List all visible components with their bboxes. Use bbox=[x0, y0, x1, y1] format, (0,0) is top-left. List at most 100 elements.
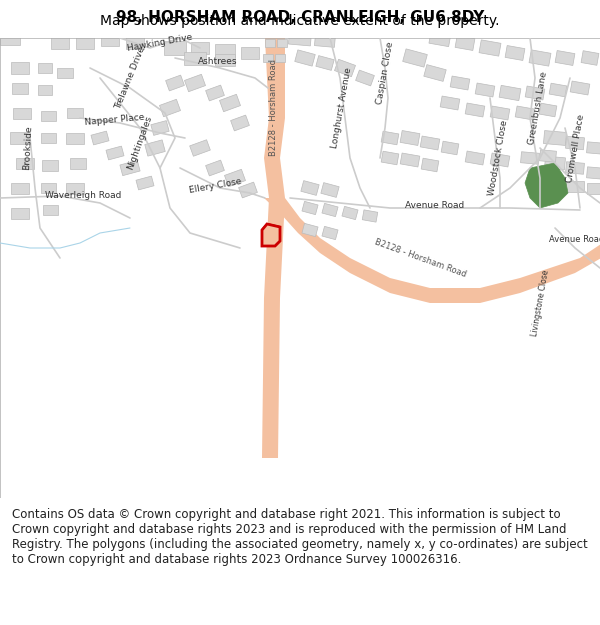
Bar bbox=[16, 158, 34, 169]
Text: Brookside: Brookside bbox=[22, 126, 34, 171]
Bar bbox=[544, 131, 566, 146]
Bar bbox=[356, 70, 374, 86]
Bar bbox=[38, 85, 52, 95]
Bar bbox=[381, 131, 399, 145]
Bar bbox=[515, 106, 535, 120]
Bar bbox=[12, 82, 28, 94]
Bar bbox=[164, 41, 186, 55]
Bar bbox=[215, 44, 235, 56]
Bar bbox=[145, 140, 165, 156]
Bar bbox=[191, 42, 209, 54]
Text: Trelawne Drive: Trelawne Drive bbox=[113, 45, 147, 111]
Bar bbox=[490, 106, 510, 120]
Bar bbox=[479, 40, 501, 56]
Text: Map shows position and indicative extent of the property.: Map shows position and indicative extent… bbox=[100, 14, 500, 29]
Bar bbox=[322, 203, 338, 217]
Text: Ashtrees: Ashtrees bbox=[198, 56, 238, 66]
Bar bbox=[362, 210, 378, 222]
Bar bbox=[10, 132, 30, 144]
Bar bbox=[11, 62, 29, 74]
Bar bbox=[190, 140, 211, 156]
Bar bbox=[539, 150, 556, 162]
Bar bbox=[545, 177, 565, 189]
Bar bbox=[521, 152, 539, 164]
Bar bbox=[106, 146, 124, 160]
Text: Avenue Road: Avenue Road bbox=[406, 201, 464, 209]
Bar bbox=[381, 151, 399, 165]
Bar bbox=[342, 206, 358, 219]
Bar bbox=[570, 81, 590, 95]
Bar bbox=[525, 86, 545, 100]
Bar bbox=[277, 39, 287, 47]
Bar bbox=[587, 182, 600, 194]
Bar bbox=[230, 115, 250, 131]
Text: Hawking Drive: Hawking Drive bbox=[127, 33, 193, 53]
Bar bbox=[224, 169, 245, 187]
Bar bbox=[321, 182, 339, 198]
Bar bbox=[136, 176, 154, 190]
Text: B2128 - Horsham Road: B2128 - Horsham Road bbox=[373, 237, 467, 279]
Polygon shape bbox=[262, 224, 280, 246]
Bar bbox=[43, 205, 58, 215]
Bar bbox=[566, 162, 584, 174]
Bar bbox=[295, 50, 315, 66]
Bar bbox=[0, 38, 600, 498]
Bar bbox=[424, 64, 446, 81]
Polygon shape bbox=[264, 198, 600, 303]
Text: Cromwell Place: Cromwell Place bbox=[566, 113, 586, 183]
Text: Greenbush Lane: Greenbush Lane bbox=[527, 71, 549, 145]
Bar bbox=[475, 83, 495, 97]
Bar bbox=[70, 158, 86, 169]
Bar bbox=[41, 183, 56, 193]
Bar bbox=[490, 153, 510, 167]
Bar bbox=[38, 63, 52, 73]
Text: 98, HORSHAM ROAD, CRANLEIGH, GU6 8DY: 98, HORSHAM ROAD, CRANLEIGH, GU6 8DY bbox=[116, 9, 484, 24]
Bar bbox=[67, 108, 83, 118]
Bar bbox=[220, 94, 241, 112]
Bar bbox=[151, 121, 169, 136]
Text: Livingstone Close: Livingstone Close bbox=[530, 269, 550, 337]
Bar bbox=[322, 226, 338, 239]
Bar bbox=[302, 201, 318, 214]
Bar bbox=[184, 74, 206, 92]
Bar bbox=[57, 68, 73, 78]
Bar bbox=[420, 136, 440, 150]
Text: Napper Place: Napper Place bbox=[85, 113, 145, 127]
Bar bbox=[66, 182, 84, 194]
Bar bbox=[120, 161, 140, 176]
Bar bbox=[275, 54, 285, 62]
Text: Caspian Close: Caspian Close bbox=[375, 41, 395, 105]
Bar bbox=[265, 39, 275, 47]
Bar bbox=[587, 142, 600, 154]
Text: Contains OS data © Crown copyright and database right 2021. This information is : Contains OS data © Crown copyright and d… bbox=[12, 508, 588, 566]
Bar bbox=[301, 181, 319, 196]
Text: Ellery Close: Ellery Close bbox=[188, 177, 242, 195]
Bar bbox=[539, 103, 557, 117]
Bar bbox=[403, 49, 427, 67]
Bar bbox=[334, 59, 356, 77]
Bar bbox=[581, 51, 599, 65]
Bar bbox=[566, 136, 584, 150]
Bar bbox=[215, 54, 235, 66]
Bar bbox=[545, 156, 565, 170]
Bar bbox=[549, 83, 567, 97]
Text: Longhurst Avenue: Longhurst Avenue bbox=[331, 67, 353, 149]
Bar bbox=[455, 36, 475, 51]
Bar bbox=[555, 51, 575, 66]
Bar bbox=[42, 159, 58, 171]
Bar bbox=[166, 75, 184, 91]
Bar bbox=[241, 47, 259, 59]
Bar bbox=[400, 131, 420, 146]
Bar bbox=[239, 182, 257, 198]
Bar bbox=[101, 34, 119, 46]
Bar bbox=[499, 86, 521, 101]
Bar bbox=[11, 182, 29, 194]
Text: Waverleigh Road: Waverleigh Road bbox=[45, 191, 121, 201]
Bar bbox=[160, 99, 181, 117]
Bar bbox=[41, 133, 56, 143]
Bar bbox=[465, 103, 485, 117]
Bar bbox=[465, 151, 485, 165]
Text: Woodstock Close: Woodstock Close bbox=[487, 119, 509, 196]
Text: B2128 - Horsham Road: B2128 - Horsham Road bbox=[269, 59, 277, 156]
Bar bbox=[91, 131, 109, 145]
